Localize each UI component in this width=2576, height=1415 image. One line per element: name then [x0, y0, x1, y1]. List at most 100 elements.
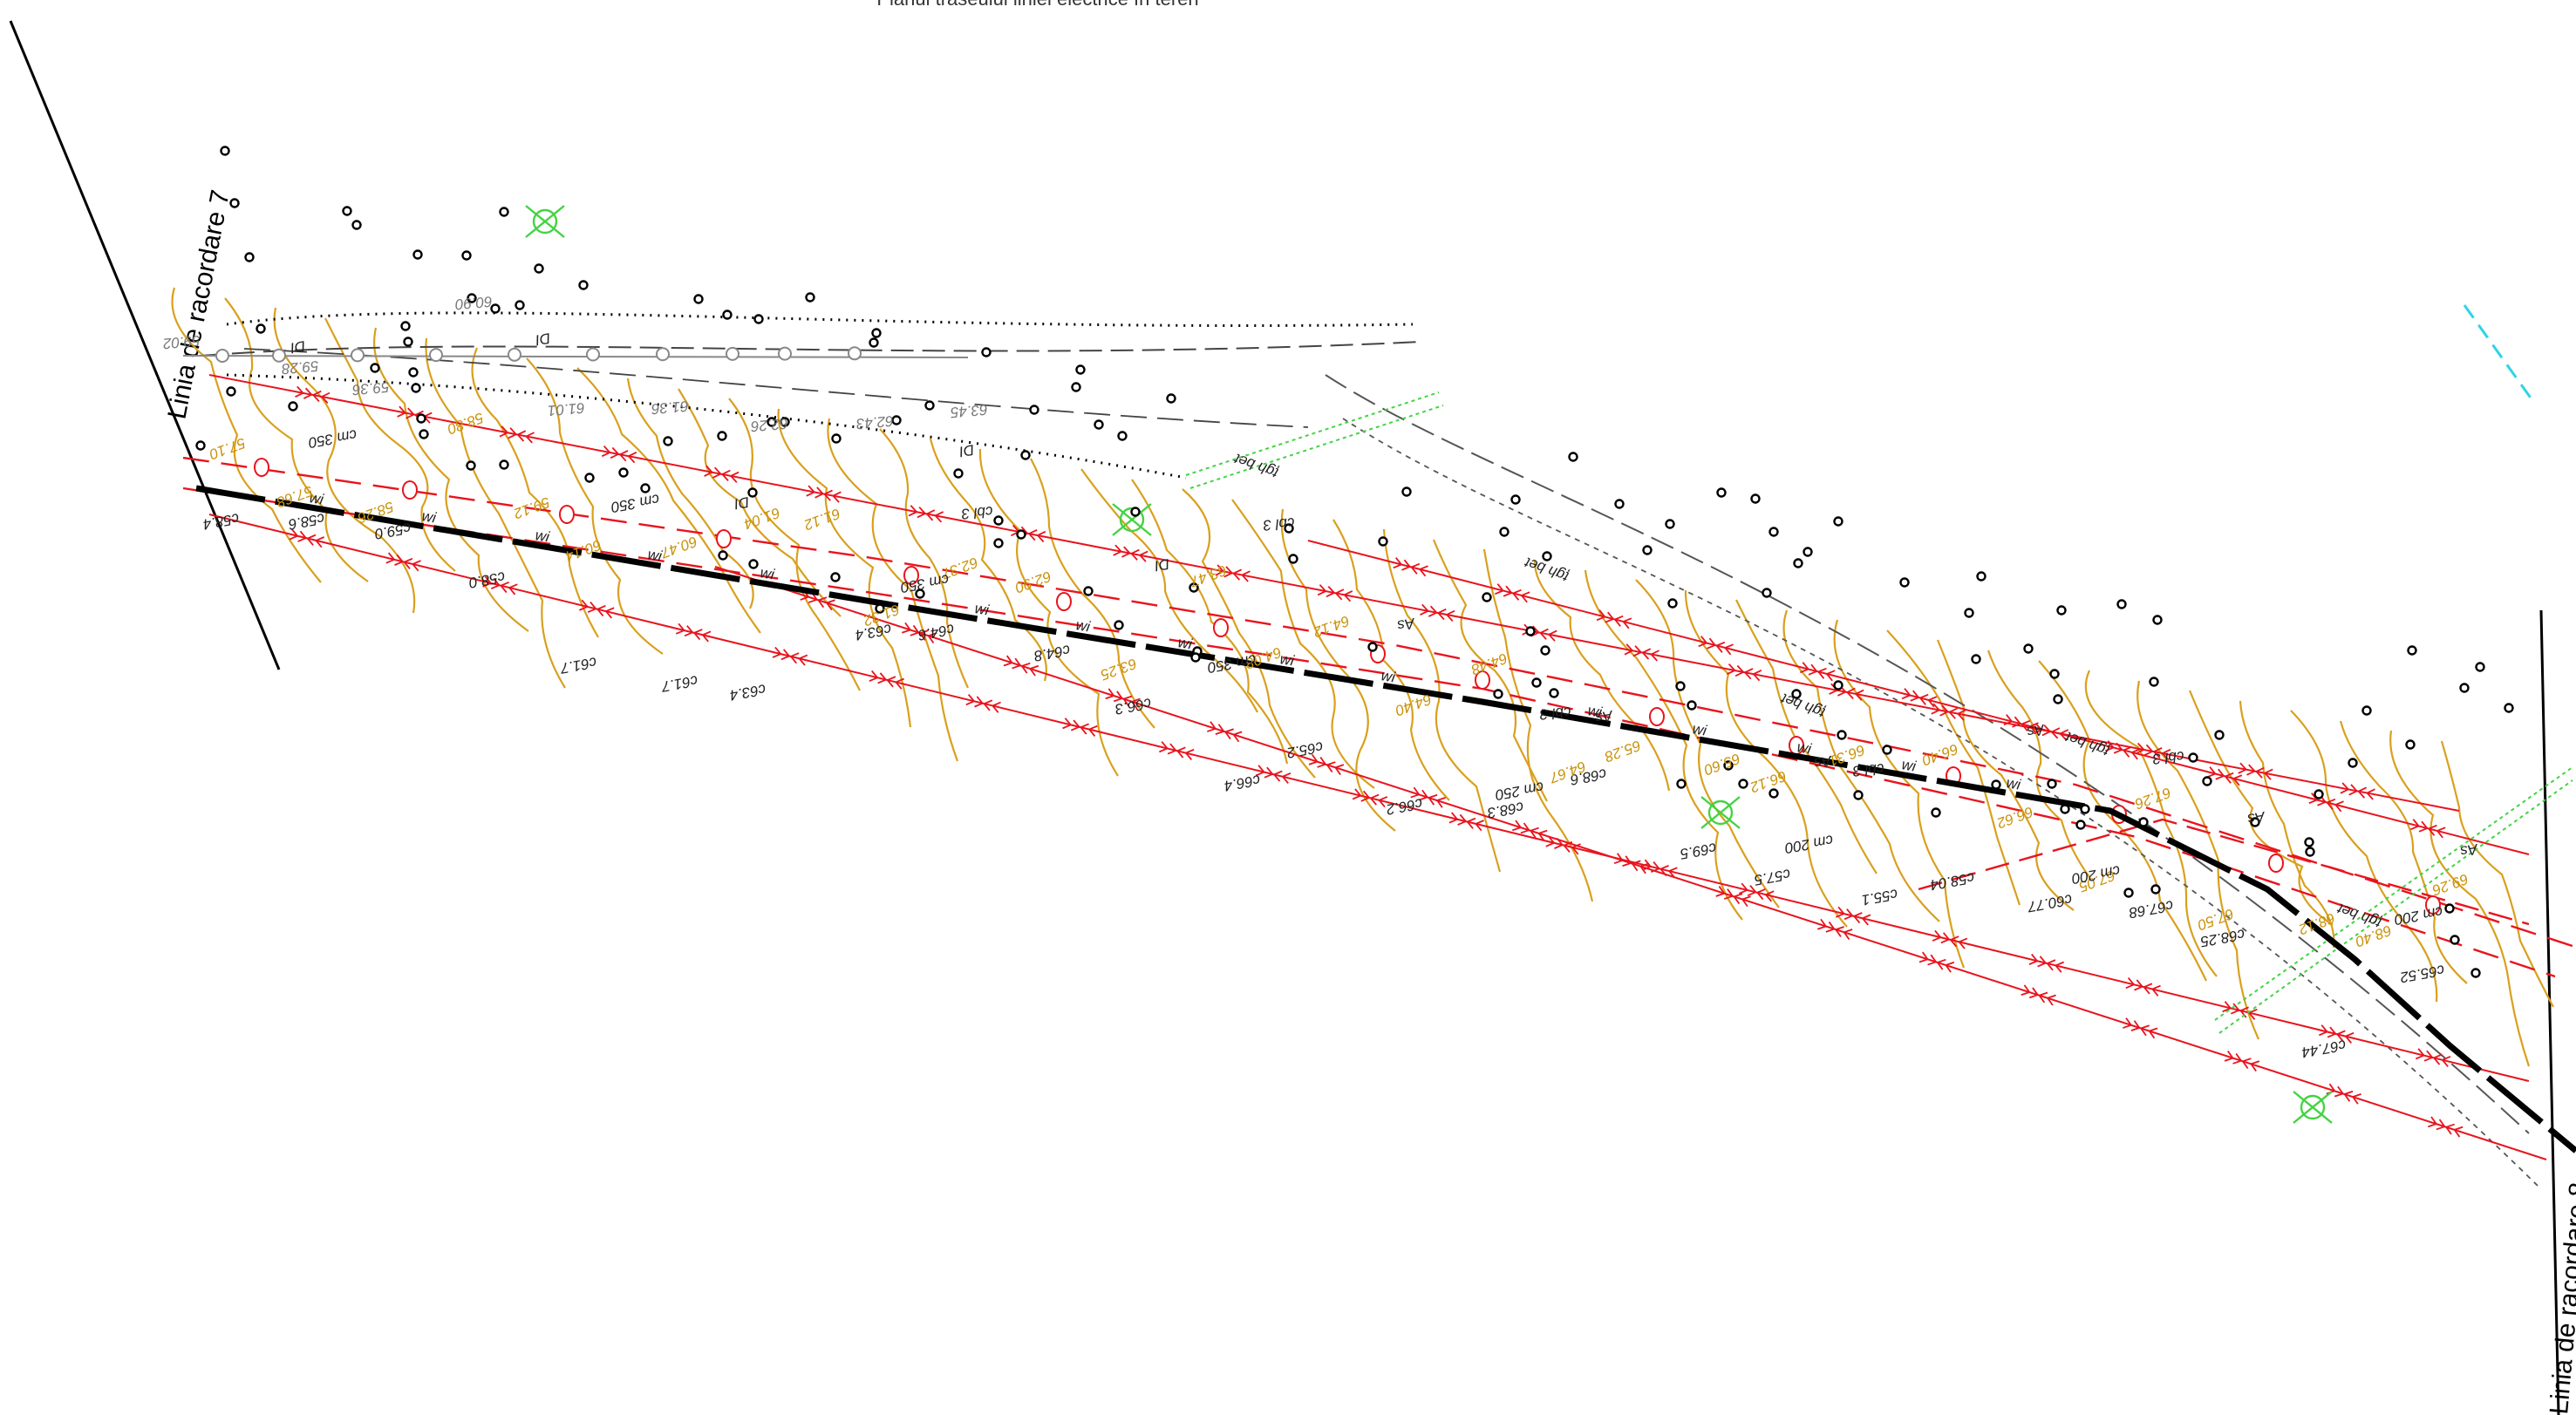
- flow-arrow: [1835, 906, 1871, 926]
- road-label: DI: [289, 337, 306, 357]
- survey-point: [747, 487, 758, 498]
- wire-label: wi: [308, 489, 325, 508]
- survey-point: [220, 146, 230, 156]
- survey-point: [993, 538, 1004, 548]
- flow-arrow: [1113, 544, 1148, 562]
- flow-arrow: [2224, 1050, 2260, 1072]
- survey-point: [1738, 779, 1748, 789]
- elevation-labels-gray: 59.02 59.28 59.36 60.90 61.01 61.36 62.26 62.43…: [162, 293, 989, 435]
- flow-arrow: [1512, 820, 1548, 841]
- cable-label: cm 350: [610, 491, 661, 515]
- depth-label: cbl 3: [1262, 514, 1295, 534]
- survey-point: [1525, 626, 1536, 636]
- flow-arrow: [704, 465, 739, 483]
- elevation-label-gray: 63.45: [950, 401, 989, 421]
- contour-line: [2290, 710, 2438, 1003]
- survey-point: [1762, 588, 1772, 598]
- contour-line: [2188, 690, 2334, 926]
- gray-utility-line: [182, 355, 969, 358]
- survey-point: [2056, 605, 2067, 616]
- utility-node: [726, 346, 739, 361]
- survey-point: [640, 483, 651, 493]
- flow-arrow: [1817, 918, 1853, 940]
- flow-arrow: [1596, 609, 1632, 629]
- elevation-label-black: c66.4: [1223, 772, 1261, 794]
- survey-point: [1568, 452, 1578, 462]
- survey-point: [717, 431, 727, 441]
- wire-label: wi: [1380, 667, 1397, 686]
- survey-point: [1931, 807, 1941, 818]
- flow-arrow: [2135, 742, 2171, 761]
- flow-arrow: [2319, 1024, 2355, 1044]
- contour-line: [1833, 619, 1966, 969]
- red-dashed-line-1: [182, 456, 2573, 948]
- flow-arrow: [1352, 788, 1388, 808]
- wire-label: wi: [646, 546, 664, 565]
- survey-point: [693, 294, 704, 304]
- red-poles: [254, 458, 2441, 915]
- survey-point: [1075, 364, 1086, 375]
- contour-line: [978, 448, 1119, 777]
- red-arrows: [289, 385, 2464, 1138]
- survey-point: [1130, 507, 1141, 517]
- survey-point: [1971, 654, 1981, 664]
- survey-point: [1803, 547, 1813, 557]
- flow-arrow: [772, 646, 808, 666]
- cable-label: cm 200: [2393, 903, 2444, 928]
- elevation-label-black: c58.6: [287, 510, 326, 533]
- red-pole: [1213, 618, 1229, 637]
- survey-point: [830, 572, 841, 582]
- survey-point: [2304, 837, 2314, 847]
- survey-point: [2123, 888, 2134, 898]
- survey-point: [1482, 592, 1492, 602]
- wire-label: wi: [1278, 650, 1296, 670]
- survey-point: [2504, 703, 2514, 713]
- green-pipe-2b: [2218, 779, 2573, 1034]
- survey-point: [1071, 382, 1081, 392]
- flow-arrow: [1545, 835, 1581, 855]
- survey-point: [1676, 779, 1687, 789]
- survey-point: [1899, 577, 1910, 588]
- contour-line: [827, 418, 959, 762]
- elevation-label-black: c58.0: [467, 568, 507, 591]
- green-pipe-2: [2214, 766, 2573, 1021]
- survey-point: [2138, 817, 2149, 827]
- elevation-label-orange: 66.62: [1994, 803, 2035, 832]
- survey-point: [1750, 493, 1761, 504]
- survey-point: [578, 280, 589, 290]
- green-pipe-1: [1185, 391, 1440, 476]
- pipe-label: țgh bet: [2334, 900, 2384, 931]
- elevation-label-black: c65.52: [2399, 962, 2446, 986]
- elevation-label-black: c58.4: [201, 510, 240, 533]
- flow-arrow: [1642, 859, 1678, 879]
- survey-point: [1531, 677, 1542, 688]
- main-power-line: [195, 485, 2576, 1153]
- flow-arrow: [2340, 782, 2375, 800]
- survey-point: [2470, 968, 2481, 978]
- wire-label: wi: [1691, 720, 1708, 739]
- elevation-label-gray: 62.43: [855, 412, 895, 432]
- elevation-label-black: c66.2: [1385, 795, 1424, 818]
- survey-point: [1189, 582, 1199, 593]
- elevation-label-black: c57.5: [1753, 866, 1792, 888]
- utility-node: [272, 348, 286, 363]
- wire-label: wi: [420, 507, 438, 527]
- contour-line: [1231, 499, 1375, 789]
- contour-line: [1482, 548, 1594, 902]
- elevation-label-gray: 62.26: [750, 415, 789, 435]
- flow-arrow: [1207, 721, 1243, 743]
- flow-arrow: [2021, 984, 2056, 1006]
- cable-label: cm 350: [307, 426, 358, 451]
- contour-line: [678, 388, 842, 617]
- red-dashed-line-3: [1918, 818, 2530, 926]
- survey-point: [1833, 680, 1843, 690]
- survey-point: [2116, 599, 2127, 609]
- survey-point: [780, 417, 790, 427]
- survey-point: [412, 249, 423, 260]
- flow-arrow: [908, 505, 944, 523]
- survey-point: [1284, 523, 1294, 534]
- survey-point: [467, 293, 477, 303]
- flow-arrow: [1800, 662, 1836, 682]
- survey-point: [2023, 643, 2034, 654]
- contour-line: [526, 357, 664, 655]
